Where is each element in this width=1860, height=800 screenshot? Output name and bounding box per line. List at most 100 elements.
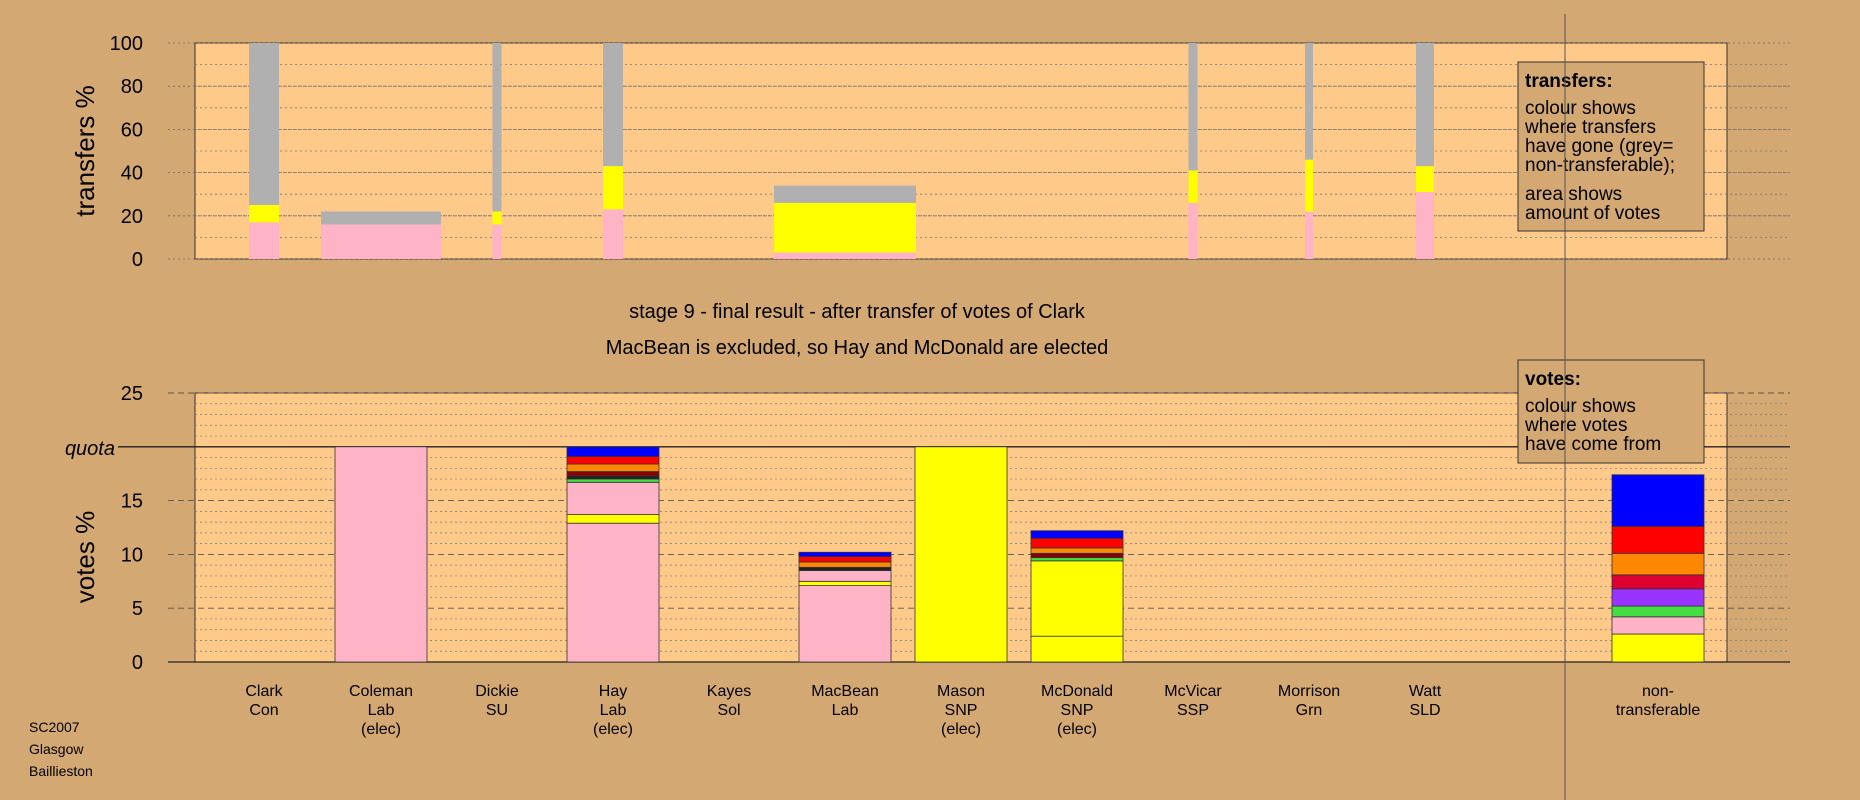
y-axis-title: transfers % — [70, 85, 100, 217]
candidate-label-line: transferable — [1616, 702, 1701, 719]
transfer-bar-segment — [1305, 43, 1313, 160]
candidate-label-line: Mason — [937, 683, 985, 700]
candidate-label-line: Hay — [599, 683, 627, 700]
transfer-bar-segment — [249, 43, 279, 205]
y-tick-label: 0 — [132, 249, 143, 271]
vote-bar-segment — [798, 551, 892, 557]
candidate-label-line: (elec) — [941, 721, 981, 738]
candidate-label-line: Watt — [1409, 683, 1442, 700]
y-tick-label: 0 — [132, 652, 143, 674]
candidate-label-line: McDonald — [1041, 683, 1113, 700]
candidate-label: Hay Lab (elec) — [593, 683, 633, 738]
vote-bar-segment — [1030, 552, 1124, 559]
transfer-bar-segment — [492, 224, 502, 259]
vote-bar-segment — [566, 456, 660, 465]
candidate-label-line: SSP — [1177, 702, 1209, 719]
candidate-label-line: Kayes — [707, 683, 751, 700]
votes-legend-box: votes: colour shows where votes have com… — [1517, 359, 1705, 464]
vote-bar-segment — [798, 556, 892, 563]
transfer-bar-segment — [774, 185, 916, 203]
transfer-bar-segment — [774, 202, 916, 253]
vote-bar-segment — [798, 585, 892, 663]
candidate-label: Kayes Sol — [707, 683, 751, 719]
transfer-bar-segment — [1188, 170, 1198, 203]
transfers-legend-line: area shows — [1525, 184, 1622, 205]
vote-bar-segment — [334, 446, 428, 663]
y-tick-label: 15 — [121, 491, 143, 513]
quota-label: quota — [65, 438, 115, 460]
vote-bar-segment — [566, 481, 660, 515]
transfer-bar-segment — [1188, 43, 1198, 171]
vote-bar-segment — [1030, 557, 1124, 562]
candidate-label: McVicar SSP — [1164, 683, 1222, 719]
candidate-label-line: Lab — [832, 702, 859, 719]
transfer-bar-segment — [1416, 43, 1434, 167]
y-tick-label: 80 — [121, 76, 143, 98]
candidate-label-line: McVicar — [1164, 683, 1222, 700]
candidate-label-line: (elec) — [1057, 721, 1097, 738]
transfer-bar-segment — [603, 209, 623, 259]
y-tick-label: 20 — [121, 206, 143, 228]
vote-bar-segment — [1611, 474, 1705, 527]
vote-bar-segment — [1611, 616, 1705, 635]
vote-bar-segment — [1611, 574, 1705, 590]
candidate-label-line: Con — [249, 702, 278, 719]
transfer-bar-segment — [249, 222, 279, 259]
votes-legend-line: colour shows — [1525, 396, 1636, 417]
candidate-label: Watt SLD — [1409, 683, 1442, 719]
transfer-bar-segment — [603, 43, 623, 167]
footer-line: SC2007 — [29, 719, 80, 735]
y-tick-label: 60 — [121, 119, 143, 141]
candidate-label-line: Lab — [368, 702, 395, 719]
vote-bar-segment — [566, 514, 660, 524]
candidate-label: Dickie SU — [475, 683, 519, 719]
candidate-label: Coleman Lab (elec) — [349, 683, 413, 738]
candidate-label-line: SU — [486, 702, 508, 719]
votes-legend-line: where votes — [1524, 415, 1627, 436]
transfer-bar-segment — [321, 211, 441, 225]
candidate-label-line: Sol — [717, 702, 740, 719]
candidate-label-line: (elec) — [593, 721, 633, 738]
candidate-label: McDonald SNP (elec) — [1041, 683, 1113, 738]
footer-line: Glasgow — [29, 741, 84, 757]
candidate-label: Mason SNP (elec) — [937, 683, 985, 738]
transfers-legend-line: colour shows — [1525, 98, 1636, 119]
transfer-bar-segment — [774, 252, 916, 259]
vote-bar-segment — [798, 561, 892, 568]
candidate-label-line: SNP — [1061, 702, 1094, 719]
vote-bar-segment — [566, 522, 660, 663]
y-tick-label: 100 — [110, 33, 143, 55]
transfer-bar-segment — [249, 205, 279, 223]
transfer-bar-segment — [1416, 192, 1434, 259]
candidate-label-line: MacBean — [811, 683, 879, 700]
transfer-bar-segment — [1416, 166, 1434, 193]
candidate-label: MacBean Lab — [811, 683, 879, 719]
candidate-label: Clark Con — [245, 683, 283, 719]
transfers-legend-line: where transfers — [1524, 117, 1656, 138]
candidate-label-line: Morrison — [1278, 683, 1340, 700]
transfers-legend-line: amount of votes — [1525, 203, 1660, 224]
transfers-legend-line: non-transferable); — [1525, 155, 1675, 176]
vote-bar-segment — [914, 446, 1008, 663]
y-tick-label: 25 — [121, 383, 143, 405]
transfer-bar-segment — [492, 211, 502, 225]
candidate-label-line: SLD — [1409, 702, 1440, 719]
candidate-labels: Clark Con Coleman Lab (elec) Dickie SU Hay Lab (e… — [245, 683, 1700, 738]
transfer-bar-segment — [1305, 211, 1313, 259]
candidate-label-line: Grn — [1296, 702, 1323, 719]
y-tick-label: 10 — [121, 544, 143, 566]
vote-bar-segment — [566, 478, 660, 483]
transfer-bar-segment — [603, 166, 623, 210]
vote-bar-segment — [1611, 633, 1705, 663]
candidate-label-line: non- — [1642, 683, 1674, 700]
candidate-label-line: Clark — [245, 683, 283, 700]
vote-bar-segment — [1611, 588, 1705, 607]
transfers-legend-box: transfers: colour shows where transfers … — [1517, 61, 1705, 232]
transfer-bar-segment — [1305, 159, 1313, 212]
vote-bar-segment — [1611, 552, 1705, 576]
vote-bar-segment — [566, 471, 660, 477]
candidate-label-line: Lab — [600, 702, 627, 719]
vote-bar-segment — [798, 566, 892, 571]
vote-bar-segment — [566, 475, 660, 480]
